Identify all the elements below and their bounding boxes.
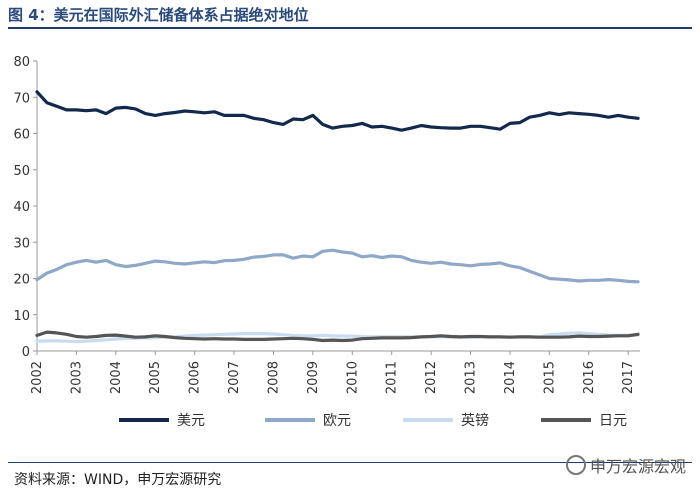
x-tick-label: 2007 xyxy=(227,361,242,394)
legend-label-gbp: 英镑 xyxy=(461,412,489,429)
x-tick-label: 2013 xyxy=(464,361,479,394)
x-tick-label: 2014 xyxy=(503,361,518,394)
y-tick-label: 20 xyxy=(13,273,30,288)
x-tick-label: 2002 xyxy=(30,361,45,394)
x-tick-label: 2015 xyxy=(542,361,557,394)
y-tick-label: 30 xyxy=(13,236,30,251)
figure-title: 图 4：美元在国际外汇储备体系占据绝对地位 xyxy=(8,6,309,24)
y-tick-label: 50 xyxy=(13,164,30,179)
x-tick-label: 2011 xyxy=(385,361,400,394)
y-tick-label: 40 xyxy=(13,200,30,215)
footer-divider xyxy=(8,462,692,463)
legend-label-usd: 美元 xyxy=(177,413,205,429)
x-tick-label: 2016 xyxy=(582,361,597,394)
x-tick-label: 2008 xyxy=(266,361,281,394)
y-tick-label: 70 xyxy=(13,91,30,106)
x-tick-label: 2004 xyxy=(109,361,124,394)
y-tick-label: 60 xyxy=(13,128,30,143)
y-tick-label: 0 xyxy=(22,345,30,360)
y-tick-label: 10 xyxy=(13,309,30,324)
series-line-usd xyxy=(35,90,640,132)
wechat-icon xyxy=(565,455,586,475)
watermark-label: 申万宏源宏观 xyxy=(589,457,686,476)
x-tick-label: 2005 xyxy=(148,361,163,394)
line-chart: 0 10 20 30 40 50 60 70 80 2002 2003 2004 2005 2006 200… xyxy=(13,55,640,429)
legend-label-jpy: 日元 xyxy=(599,413,627,429)
x-tick-label: 2017 xyxy=(621,361,636,394)
x-tick-label: 2006 xyxy=(188,361,203,394)
x-tick-label: 2003 xyxy=(69,361,84,394)
y-tick-label: 80 xyxy=(13,55,30,70)
title-divider xyxy=(8,27,692,29)
watermark: 申万宏源宏观 xyxy=(565,453,686,477)
series-line-eur xyxy=(35,248,640,284)
x-tick-label: 2010 xyxy=(345,361,360,394)
legend-label-eur: 欧元 xyxy=(323,413,351,429)
series-line-jpy xyxy=(35,330,640,343)
x-tick-label: 2009 xyxy=(306,361,321,394)
x-tick-label: 2012 xyxy=(424,361,439,394)
source-note: 资料来源：WIND，申万宏源研究 xyxy=(14,472,222,488)
